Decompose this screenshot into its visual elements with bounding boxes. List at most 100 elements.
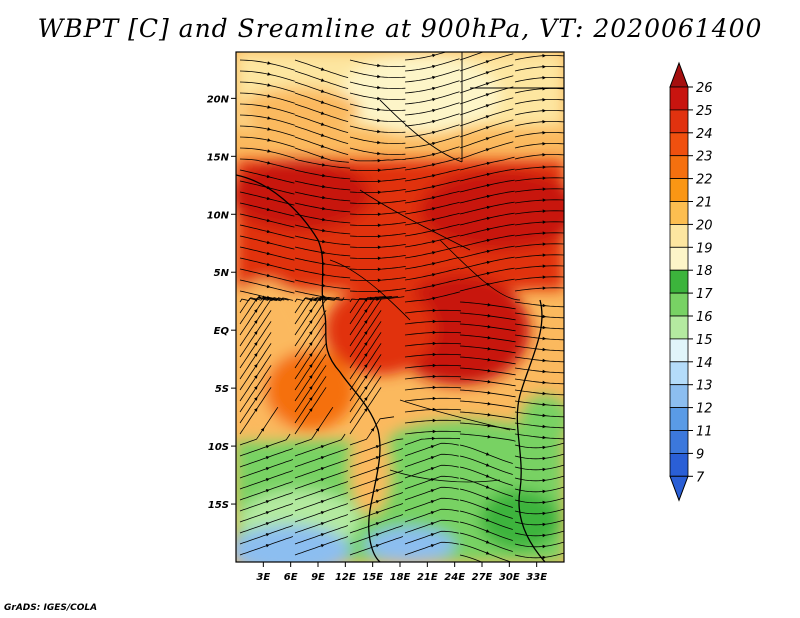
y-tick-label: 20N — [207, 94, 230, 105]
streamline-arrow — [265, 467, 270, 471]
streamline-arrow — [364, 319, 368, 324]
streamline-arrow — [265, 500, 270, 504]
colorbar: 26 25 24 23 22 21 20 19 18 17 16 15 14 13 12 11 9 7 — [669, 61, 713, 502]
streamline-arrow — [266, 273, 271, 278]
streamline-arrow — [265, 478, 270, 482]
field-darkred-west — [236, 160, 370, 230]
streamline-arrow — [486, 260, 491, 265]
y-tick-label: 10N — [207, 210, 230, 221]
streamline-arrow — [320, 522, 325, 526]
streamline-arrow — [322, 184, 326, 189]
streamline-arrow — [320, 511, 325, 515]
streamline-arrow — [377, 267, 382, 271]
streamline-arrow — [542, 325, 547, 330]
streamline-arrow — [267, 94, 272, 98]
field-red-central — [325, 285, 435, 375]
streamline-arrow — [254, 407, 258, 412]
streamline-arrow — [485, 71, 490, 75]
field-green-lake — [520, 395, 564, 445]
streamline-arrow — [322, 228, 326, 233]
streamline-arrow — [485, 126, 490, 130]
streamline-arrow — [487, 314, 492, 318]
streamline-arrow — [542, 500, 547, 505]
streamline-arrow — [542, 120, 547, 124]
streamline-arrow — [432, 240, 436, 244]
x-tick-label: 24E — [444, 572, 465, 583]
streamline-arrow — [432, 251, 436, 255]
streamline-arrow — [542, 98, 547, 102]
streamline — [459, 52, 485, 61]
streamline-arrow — [377, 85, 381, 90]
streamline-arrow — [320, 456, 325, 460]
streamline-arrow — [320, 500, 325, 504]
streamline-arrow — [309, 385, 313, 390]
y-tick-label: EQ — [214, 326, 230, 337]
streamline-arrow — [486, 271, 491, 276]
streamline-arrow — [486, 161, 491, 166]
colorbar-label: 20 — [696, 218, 713, 233]
streamline-arrow — [432, 330, 437, 335]
streamline-arrow — [542, 153, 547, 157]
field-darkred-congo — [390, 275, 530, 385]
streamline-arrow — [320, 533, 325, 537]
streamline-arrow — [320, 67, 325, 71]
streamline-arrow — [485, 474, 490, 478]
streamline-arrow — [542, 435, 547, 440]
streamline-arrow — [322, 239, 326, 244]
colorbar-swatch — [669, 384, 689, 409]
colorbar-swatch — [669, 109, 689, 134]
x-tick-label: 27E — [472, 572, 493, 583]
colorbar-label: 12 — [696, 402, 713, 417]
streamline-arrow — [432, 141, 436, 146]
streamline-arrow — [320, 155, 325, 159]
streamline-arrow — [375, 456, 380, 460]
streamline-arrow — [485, 540, 490, 544]
colorbar-label: 24 — [696, 127, 713, 142]
x-tick-label: 33E — [526, 572, 547, 583]
streamline-arrow — [485, 60, 490, 64]
x-tick-label: 12E — [335, 572, 356, 583]
streamline-arrow — [542, 264, 547, 268]
y-tick-label: 10S — [208, 442, 229, 453]
streamline-arrow — [542, 198, 547, 202]
streamline-arrow — [430, 544, 435, 548]
streamline-arrow — [486, 227, 491, 232]
streamline-arrow — [322, 217, 326, 222]
y-tick-label: 15S — [208, 500, 229, 511]
streamline-arrow — [485, 82, 490, 86]
colorbar-label: 23 — [696, 150, 713, 165]
streamline-arrow — [542, 544, 547, 549]
streamline-arrow — [377, 96, 381, 101]
streamline-arrow — [320, 144, 325, 148]
streamline-arrow — [542, 358, 547, 363]
streamline-arrow — [265, 522, 270, 526]
colorbar-swatch — [669, 155, 689, 179]
streamline-arrow — [486, 183, 491, 188]
streamline-arrow — [542, 380, 547, 385]
streamline-arrow — [320, 478, 325, 482]
colorbar-label: 13 — [696, 379, 713, 394]
streamline-arrow — [542, 65, 547, 69]
streamline-arrow — [542, 402, 547, 407]
streamline-arrow — [265, 544, 270, 548]
streamline-arrow — [487, 358, 492, 362]
streamline-arrow — [542, 533, 547, 538]
streamline-arrow — [377, 168, 382, 172]
streamline-arrow — [431, 436, 436, 441]
streamline-arrow — [377, 223, 382, 227]
streamline-arrow — [375, 533, 380, 537]
streamline-arrow — [320, 445, 325, 449]
colorbar-swatch — [669, 201, 689, 225]
streamline-arrow — [266, 207, 271, 212]
streamline-arrow — [266, 174, 271, 179]
streamline-arrow — [254, 385, 258, 390]
streamline-arrow — [542, 253, 547, 257]
streamline-arrow — [254, 297, 258, 302]
streamline-arrow — [432, 53, 436, 58]
streamline-arrow — [432, 196, 436, 200]
streamline-arrow — [377, 234, 382, 238]
coastline — [236, 52, 564, 562]
streamline-arrow — [542, 347, 547, 352]
streamline-arrow — [542, 131, 547, 135]
